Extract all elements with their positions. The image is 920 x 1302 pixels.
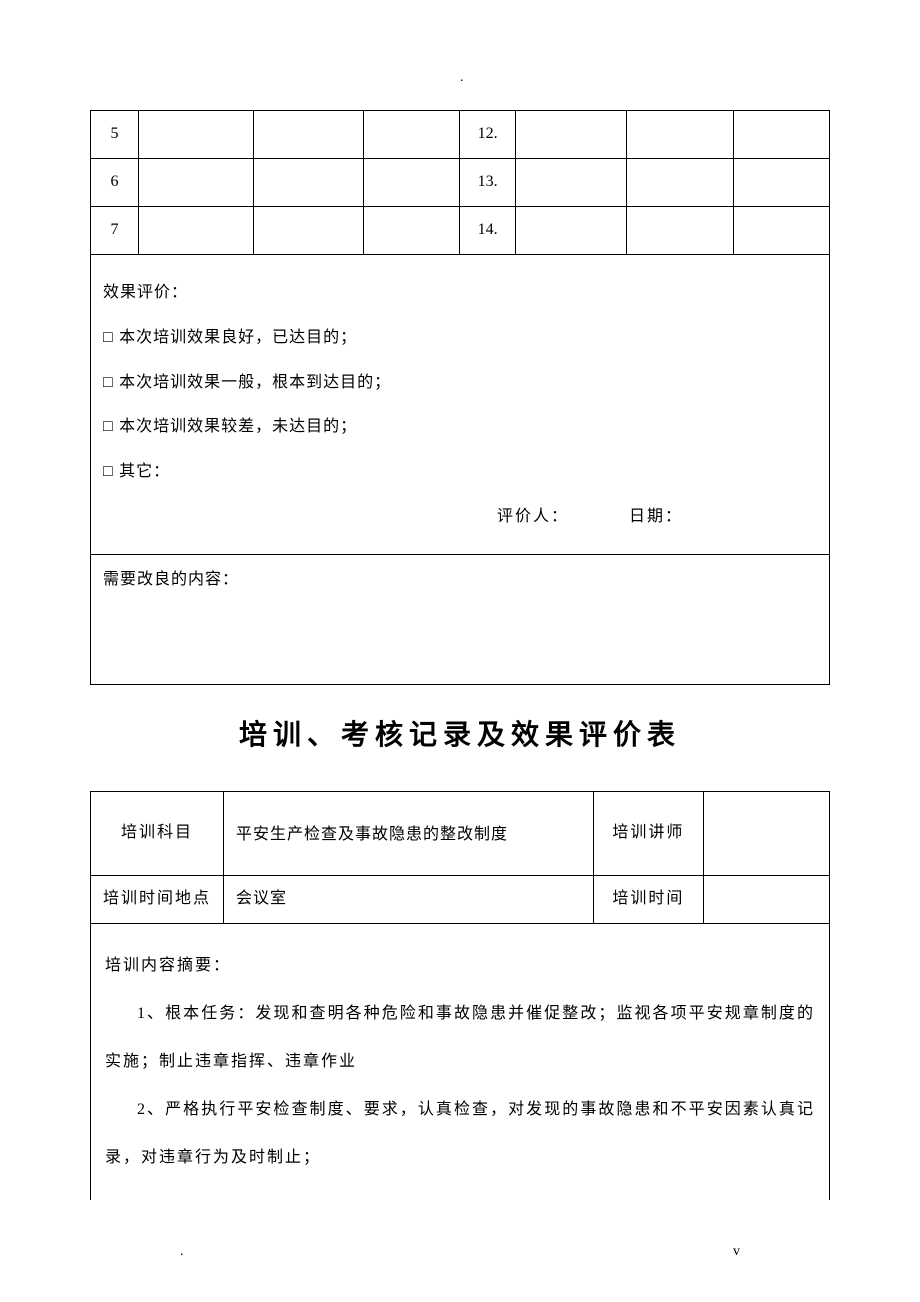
cell bbox=[515, 207, 626, 255]
date-label: 日期： bbox=[629, 508, 683, 525]
signature-line: 评价人： 日期： bbox=[103, 495, 817, 540]
cell bbox=[139, 207, 254, 255]
cell bbox=[253, 159, 364, 207]
page-title: 培训、考核记录及效果评价表 bbox=[90, 713, 830, 753]
row-num-right: 13. bbox=[460, 159, 515, 207]
eval-option: □ 本次培训效果良好，已达目的； bbox=[103, 316, 817, 361]
row-num-right: 12. bbox=[460, 111, 515, 159]
cell bbox=[626, 159, 733, 207]
eval-heading: 效果评价： bbox=[103, 271, 817, 316]
location-value: 会议室 bbox=[224, 875, 594, 923]
page-mark-bottom-left: . bbox=[180, 1244, 184, 1260]
summary-paragraph: 1、根本任务：发现和查明各种危险和事故隐患并催促整改；监视各项平安规章制度的实施… bbox=[105, 990, 815, 1086]
evaluation-row: 效果评价： □ 本次培训效果良好，已达目的； □ 本次培训效果一般，根本到达目的… bbox=[91, 255, 830, 555]
summary-heading: 培训内容摘要： bbox=[105, 942, 815, 990]
cell bbox=[626, 111, 733, 159]
cell bbox=[139, 111, 254, 159]
cell bbox=[364, 207, 460, 255]
table-row: 培训时间地点 会议室 培训时间 bbox=[91, 875, 830, 923]
row-num-left: 5 bbox=[91, 111, 139, 159]
training-record-table: 培训科目 平安生产检查及事故隐患的整改制度 培训讲师 培训时间地点 会议室 培训… bbox=[90, 791, 830, 1200]
table-row: 6 13. bbox=[91, 159, 830, 207]
cell bbox=[364, 159, 460, 207]
improvement-row: 需要改良的内容： bbox=[91, 554, 830, 684]
improvement-cell: 需要改良的内容： bbox=[91, 554, 830, 684]
table-row: 5 12. bbox=[91, 111, 830, 159]
row-num-left: 7 bbox=[91, 207, 139, 255]
instructor-value bbox=[704, 791, 830, 875]
eval-option: □ 其它： bbox=[103, 450, 817, 495]
cell bbox=[733, 159, 829, 207]
row-num-right: 14. bbox=[460, 207, 515, 255]
instructor-label: 培训讲师 bbox=[593, 791, 704, 875]
cell bbox=[733, 111, 829, 159]
eval-option: □ 本次培训效果较差，未达目的； bbox=[103, 405, 817, 450]
location-label: 培训时间地点 bbox=[91, 875, 224, 923]
cell bbox=[515, 159, 626, 207]
evaluation-table-top: 5 12. 6 13. 7 14. 效果评价： □ 本次培训效果良好，已达目的；… bbox=[90, 110, 830, 685]
cell bbox=[733, 207, 829, 255]
cell bbox=[139, 159, 254, 207]
table-row: 7 14. bbox=[91, 207, 830, 255]
cell bbox=[364, 111, 460, 159]
evaluator-label: 评价人： bbox=[497, 508, 569, 525]
time-label: 培训时间 bbox=[593, 875, 704, 923]
cell bbox=[253, 207, 364, 255]
subject-value: 平安生产检查及事故隐患的整改制度 bbox=[224, 791, 594, 875]
time-value bbox=[704, 875, 830, 923]
summary-row: 培训内容摘要： 1、根本任务：发现和查明各种危险和事故隐患并催促整改；监视各项平… bbox=[91, 923, 830, 1200]
row-num-left: 6 bbox=[91, 159, 139, 207]
cell bbox=[626, 207, 733, 255]
subject-label: 培训科目 bbox=[91, 791, 224, 875]
eval-option: □ 本次培训效果一般，根本到达目的； bbox=[103, 361, 817, 406]
table-row: 培训科目 平安生产检查及事故隐患的整改制度 培训讲师 bbox=[91, 791, 830, 875]
cell bbox=[515, 111, 626, 159]
page-mark-top: . bbox=[460, 70, 464, 86]
cell bbox=[253, 111, 364, 159]
page-mark-bottom-right: v bbox=[733, 1244, 740, 1260]
summary-paragraph: 2、严格执行平安检查制度、要求，认真检查，对发现的事故隐患和不平安因素认真记录，… bbox=[105, 1086, 815, 1182]
